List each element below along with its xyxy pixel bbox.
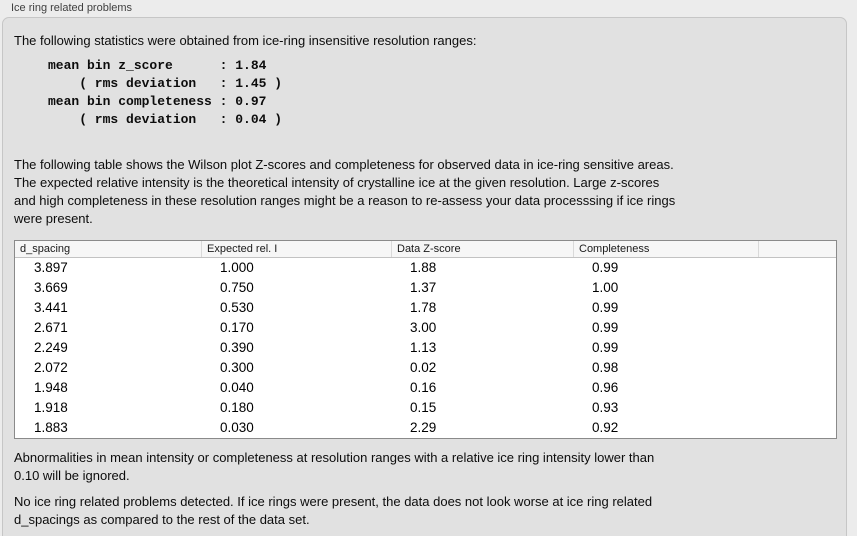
table-cell: 3.669 xyxy=(34,280,68,295)
table-cell: 0.02 xyxy=(410,360,437,375)
table-cell: 2.671 xyxy=(34,320,68,335)
table-row[interactable]: 2.671 0.170 3.00 0.99 xyxy=(15,318,836,338)
ice-ring-table: d_spacing Expected rel. I Data Z-score C… xyxy=(14,240,837,439)
table-cell: 1.37 xyxy=(410,280,437,295)
table-row[interactable]: 3.669 0.750 1.37 1.00 xyxy=(15,278,836,298)
table-cell: 0.99 xyxy=(592,340,619,355)
table-cell: 1.948 xyxy=(34,380,68,395)
table-cell: 0.99 xyxy=(592,260,619,275)
table-cell: 0.300 xyxy=(220,360,254,375)
table-cell: 0.530 xyxy=(220,300,254,315)
conclusion-text: No ice ring related problems detected. I… xyxy=(14,494,653,527)
table-cell xyxy=(758,358,836,378)
table-cell xyxy=(758,298,836,318)
table-cell: 1.88 xyxy=(410,260,437,275)
table-cell xyxy=(758,398,836,418)
table-row[interactable]: 1.948 0.040 0.16 0.96 xyxy=(15,378,836,398)
table-cell: 0.040 xyxy=(220,380,254,395)
panel-title: Ice ring related problems xyxy=(11,2,133,14)
table-row[interactable]: 3.897 1.000 1.88 0.99 xyxy=(15,258,836,278)
table-cell: 1.883 xyxy=(34,420,68,435)
table-cell: 0.92 xyxy=(592,420,619,435)
table-cell: 3.00 xyxy=(410,320,437,335)
table-cell: 0.750 xyxy=(220,280,254,295)
table-cell: 0.030 xyxy=(220,420,254,435)
table-intro-text: The following table shows the Wilson plo… xyxy=(14,157,676,226)
table-cell: 0.390 xyxy=(220,340,254,355)
table-cell: 1.00 xyxy=(592,280,619,295)
column-header-d-spacing[interactable]: d_spacing xyxy=(20,243,71,255)
table-cell: 0.170 xyxy=(220,320,254,335)
table-row[interactable]: 2.249 0.390 1.13 0.99 xyxy=(15,338,836,358)
table-cell: 3.441 xyxy=(34,300,68,315)
column-header-spacer xyxy=(758,241,836,257)
table-body: 3.897 1.000 1.88 0.99 3.669 0.750 1.37 1.00 3.44… xyxy=(15,258,836,438)
table-cell xyxy=(758,318,836,338)
table-cell: 0.96 xyxy=(592,380,619,395)
table-cell: 1.78 xyxy=(410,300,437,315)
table-cell: 0.15 xyxy=(410,400,437,415)
table-cell: 0.93 xyxy=(592,400,619,415)
ignore-threshold-note: Abnormalities in mean intensity or compl… xyxy=(14,450,655,483)
table-cell: 2.249 xyxy=(34,340,68,355)
table-cell: 0.99 xyxy=(592,300,619,315)
table-cell xyxy=(758,338,836,358)
column-header-completeness[interactable]: Completeness xyxy=(573,241,758,257)
table-cell: 0.99 xyxy=(592,320,619,335)
table-cell: 2.29 xyxy=(410,420,437,435)
table-cell xyxy=(758,258,836,278)
table-cell xyxy=(758,378,836,398)
table-cell: 2.072 xyxy=(34,360,68,375)
column-header-expected-rel-i[interactable]: Expected rel. I xyxy=(201,241,391,257)
table-cell xyxy=(758,418,836,438)
table-row[interactable]: 1.883 0.030 2.29 0.92 xyxy=(15,418,836,438)
table-cell: 0.180 xyxy=(220,400,254,415)
table-row[interactable]: 3.441 0.530 1.78 0.99 xyxy=(15,298,836,318)
table-cell: 0.98 xyxy=(592,360,619,375)
statistics-block: mean bin z_score : 1.84 ( rms deviation … xyxy=(48,58,283,127)
table-cell: 1.13 xyxy=(410,340,437,355)
table-header-row: d_spacing Expected rel. I Data Z-score C… xyxy=(15,241,836,258)
table-cell: 1.918 xyxy=(34,400,68,415)
table-cell: 3.897 xyxy=(34,260,68,275)
table-row[interactable]: 1.918 0.180 0.15 0.93 xyxy=(15,398,836,418)
table-cell xyxy=(758,278,836,298)
table-row[interactable]: 2.072 0.300 0.02 0.98 xyxy=(15,358,836,378)
table-cell: 1.000 xyxy=(220,260,254,275)
column-header-data-z-score[interactable]: Data Z-score xyxy=(391,241,573,257)
table-cell: 0.16 xyxy=(410,380,437,395)
intro-text: The following statistics were obtained f… xyxy=(14,33,477,48)
